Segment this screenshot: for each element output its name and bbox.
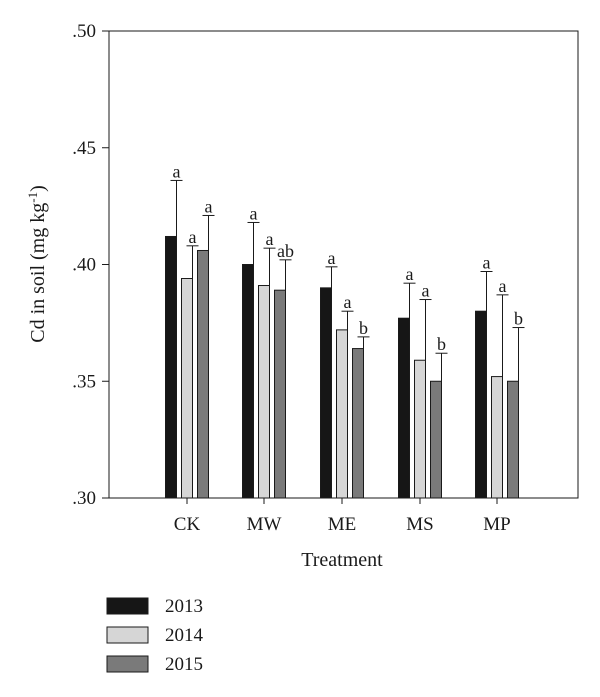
y-tick-label: .50 <box>72 21 96 42</box>
error-bars <box>170 179 525 382</box>
bar <box>507 380 519 499</box>
significance-label: a <box>406 264 414 284</box>
significance-label: ab <box>277 241 294 261</box>
legend-swatch <box>106 626 149 644</box>
x-tick-label: MW <box>247 514 282 535</box>
significance-label: a <box>173 161 181 181</box>
bar <box>398 317 410 499</box>
x-axis-title: Treatment <box>301 549 383 571</box>
y-axis-title-close: ) <box>27 185 49 192</box>
legend-label: 2015 <box>165 654 203 675</box>
y-axis-title-superscript: -1 <box>25 192 40 203</box>
y-axis-title: Cd in soil (mg kg-1) <box>25 185 49 343</box>
y-axis-title-main: Cd in soil (mg kg <box>27 203 49 343</box>
legend-label: 2013 <box>165 596 203 617</box>
x-tick-label: MP <box>483 514 510 535</box>
significance-label: b <box>437 334 446 354</box>
significance-label: a <box>422 281 430 301</box>
bar <box>181 278 193 499</box>
bar <box>197 249 209 499</box>
legend-swatch <box>106 597 149 615</box>
y-tick-label: .45 <box>72 138 96 159</box>
x-axis: CK MW ME MS MP <box>174 498 511 535</box>
bar <box>336 329 348 499</box>
y-axis: .30 .35 .40 .45 .50 <box>72 21 109 509</box>
bar <box>165 235 177 499</box>
significance-label: b <box>514 309 523 329</box>
bar <box>274 289 286 499</box>
x-tick-label: CK <box>174 514 201 535</box>
significance-label: b <box>359 318 368 338</box>
bar <box>414 359 426 499</box>
bar <box>352 348 364 499</box>
significance-label: a <box>499 276 507 296</box>
y-tick-label: .40 <box>72 255 96 276</box>
significance-label: a <box>266 229 274 249</box>
y-tick-label: .30 <box>72 488 96 509</box>
significance-label: a <box>205 196 213 216</box>
bar <box>491 376 503 499</box>
bars <box>165 235 519 499</box>
x-tick-label: MS <box>406 514 433 535</box>
significance-label: a <box>344 292 352 312</box>
bar <box>475 310 487 499</box>
significance-label: a <box>250 203 258 223</box>
bar <box>242 264 254 499</box>
significance-label: a <box>328 248 336 268</box>
bar <box>258 285 270 499</box>
y-tick-label: .35 <box>72 371 96 392</box>
legend: 2013 2014 2015 <box>106 596 204 675</box>
legend-label: 2014 <box>165 625 204 646</box>
bar <box>320 287 332 499</box>
significance-label: a <box>189 227 197 247</box>
x-tick-label: ME <box>328 514 357 535</box>
significance-label: a <box>483 253 491 273</box>
legend-swatch <box>106 655 149 673</box>
bar <box>430 380 442 499</box>
